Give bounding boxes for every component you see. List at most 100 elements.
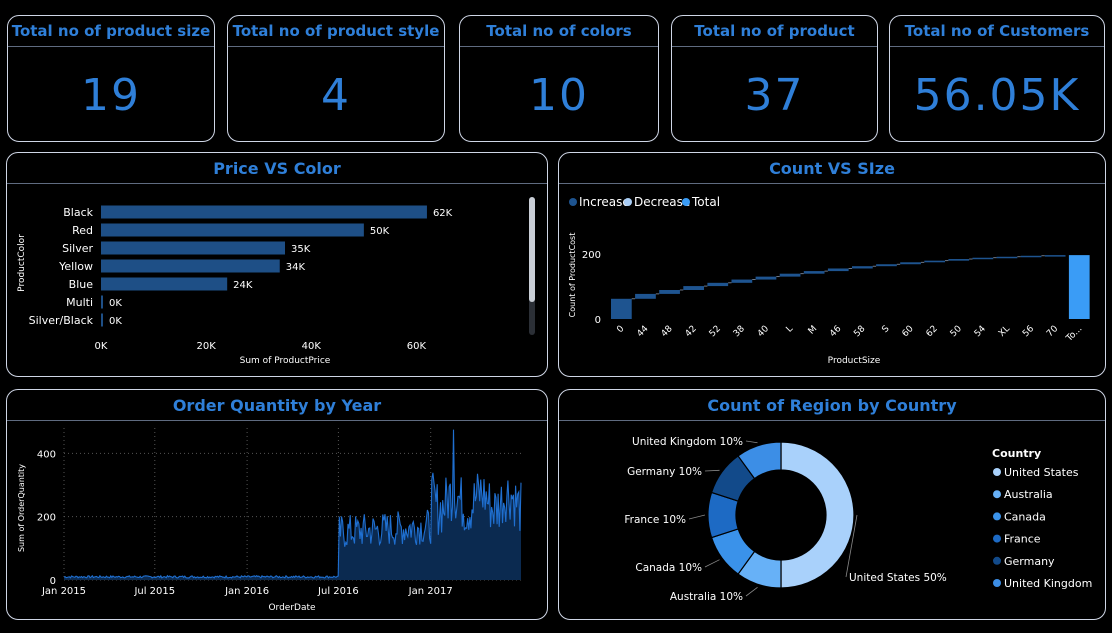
waterfall-bar [683,286,705,290]
legend-label: Total [692,195,721,209]
tick-label: To... [1064,324,1084,344]
kpi-value: 56.05K [913,70,1081,121]
tick-label: 50 [949,324,964,339]
legend-dot [993,556,1001,565]
x-axis-label: OrderDate [268,603,316,613]
leader-line [745,440,758,444]
panel-region-by-country: Count of Region by Country United States… [558,389,1106,620]
category-label: Silver [62,242,93,255]
waterfall-bar [803,271,825,274]
tick-label: 0K [95,341,108,352]
count-size-chart: 0 200 0 44 48 42 52 38 40 L M 46 58 S 60 62 50 54 XL 56 70 To… [568,233,1090,366]
legend-item-decrease[interactable]: Decrease [624,195,690,209]
price-color-chart: Black 62K Red 50K Silver 35K Yellow 34K Blue 24K M… [17,205,453,366]
legend-item-increase[interactable]: Increase [569,195,630,209]
data-label: 0K [109,316,122,327]
legend-title: Country [992,447,1041,460]
waterfall-bar [1020,255,1042,258]
kpi-title: Total no of product style [232,22,440,40]
data-label: 50K [370,226,390,237]
kpi-title: Total no of product [694,22,855,40]
series-line [63,429,522,579]
vertical-scrollbar[interactable] [529,197,535,335]
tick-label: 52 [708,324,723,339]
tick-label: L [785,324,796,335]
category-label: Multi [66,296,93,309]
legend-item-total[interactable]: Total [682,195,720,209]
waterfall-bar [755,276,777,280]
tick-label: 40K [302,341,322,352]
panel-order-quantity: Order Quantity by Year 0 200 400 Jan 2015 Ju… [6,389,548,620]
leader-line [845,514,858,578]
waterfall-bar [876,264,897,267]
data-label: France 10% [624,514,686,526]
tick-label: Jul 2016 [317,586,359,597]
waterfall-bar [611,298,632,319]
kpi-title: Total no of product size [11,22,211,40]
leader-line [688,514,706,520]
kpi-title: Total no of colors [486,22,632,40]
data-label: 24K [233,280,253,291]
legend-label: United Kingdom [1004,577,1092,590]
legend-dot [569,198,577,206]
legend-dot [993,468,1001,476]
category-label: Red [72,224,93,237]
kpi-value: 10 [529,70,589,121]
divider [559,420,1105,421]
bar [101,241,285,255]
tick-label: 0 [50,576,56,587]
tick-label: Jan 2016 [224,586,269,597]
bar [101,205,427,219]
divider [890,46,1104,47]
legend-dot [682,198,690,206]
legend-dot [993,490,1001,499]
tick-label: 54 [973,324,988,339]
tick-label: 56 [1021,324,1036,339]
waterfall-bar [972,257,994,260]
panel-title: Count VS SIze [769,159,895,178]
panel-title: Count of Region by Country [707,396,957,415]
tick-label: 70 [1045,324,1060,339]
kpi-card-products: Total no of product 37 [671,15,878,142]
bar [101,277,228,291]
scrollbar-thumb[interactable] [529,197,535,302]
tick-label: 46 [828,324,843,339]
order-quantity-chart: 0 200 400 Jan 2015 Jul 2015 Jan 2016 Jul 2016 J… [17,428,522,613]
data-label: United Kingdom 10% [632,436,743,448]
tick-label: 200 [37,513,56,524]
tick-label: Jan 2017 [408,586,453,597]
waterfall-bar [1044,255,1066,257]
bar [101,223,364,237]
kpi-value: 4 [321,70,351,121]
category-label: Silver/Black [29,314,94,327]
waterfall-bar [635,293,656,299]
panel-price-vs-color: Price VS Color Black 62K Red 50K Silver 35K Ye… [6,152,548,377]
kpi-card-customers: Total no of Customers 56.05K [889,15,1105,142]
tick-label: Jul 2015 [133,586,175,597]
legend-label: United States [1004,466,1079,479]
legend-dot [993,579,1001,587]
legend-label: Decrease [634,195,691,209]
kpi-card-product-size: Total no of product size 19 [7,15,215,142]
category-label: Black [63,206,93,219]
legend-label: Canada [1004,510,1046,523]
data-label: 35K [291,244,311,255]
panel-count-vs-size: Count VS SIze Increase Decrease Total 0 2… [558,152,1106,377]
tick-label: 400 [37,449,56,460]
tick-label: 62 [925,324,940,339]
divider [672,46,877,47]
waterfall-bar [852,266,873,269]
tick-label: 0 [615,324,626,335]
tick-label: 40 [756,324,771,339]
legend-label: Increase [579,195,630,209]
divider [7,183,547,184]
waterfall-bar [707,282,729,287]
tick-label: 38 [732,324,747,339]
legend-label: Australia [1004,488,1053,501]
data-label: Australia 10% [670,591,743,603]
kpi-title: Total no of Customers [904,22,1090,40]
tick-label: S [880,324,891,335]
leader-line [704,469,720,472]
legend-label: Germany [1004,555,1055,568]
divider [559,183,1105,184]
